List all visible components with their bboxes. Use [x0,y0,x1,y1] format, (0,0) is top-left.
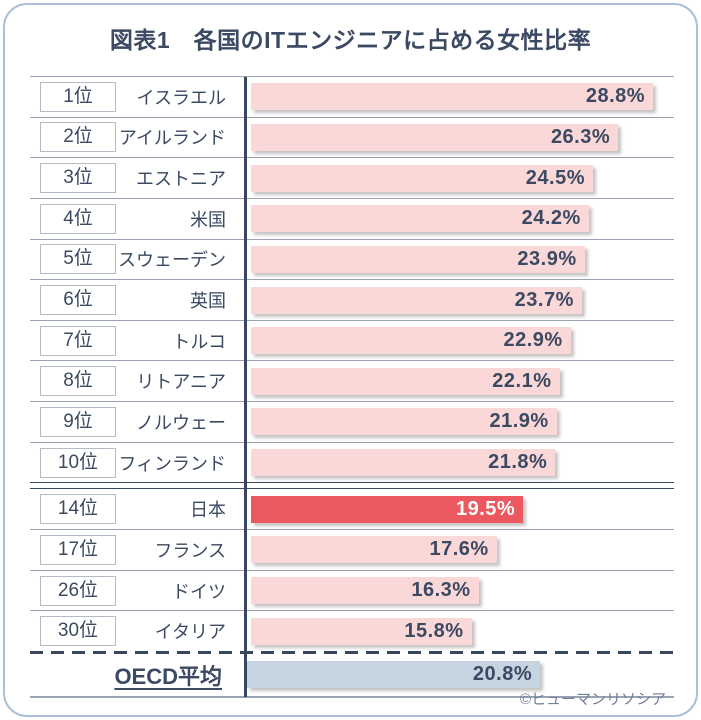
value-bar: 28.8% [251,83,654,111]
value-label: 26.3% [550,125,611,148]
table-row: 14位 日本 19.5% [30,489,674,531]
bar-area: 22.1% [238,361,674,401]
country-label: イスラエル [136,87,226,108]
country-label: 米国 [190,209,226,230]
chart-title: 図表1 各国のITエンジニアに占める女性比率 [109,27,592,53]
oecd-label: OECD平均 [114,663,222,689]
value-bar: 23.7% [251,286,582,314]
country-label: リトアニア [136,372,226,393]
country-label: フランス [154,540,226,561]
rank-badge: 1位 [40,81,116,112]
country-label: トルコ [172,331,226,352]
value-bar: 23.9% [251,245,585,273]
table-row: 30位 イタリア 15.8% [30,611,674,651]
value-label: 28.8% [585,85,646,108]
bar-area: 15.8% [238,611,674,651]
rank-badge: 4位 [40,203,116,234]
value-bar: 22.1% [251,367,560,395]
table-row: 7位 トルコ 22.9% [30,321,674,362]
rank-badge: 17位 [40,534,116,565]
value-label: 15.8% [404,619,464,642]
value-label: 22.1% [492,369,552,392]
rank-badge: 5位 [40,244,116,275]
bar-area: 23.7% [238,280,674,320]
value-bar: 21.9% [251,408,557,436]
bar-area: 19.5% [238,489,674,529]
dashed-divider [30,650,674,654]
country-label: アイルランド [118,128,226,149]
rank-badge: 7位 [40,325,116,356]
value-label: 24.5% [525,166,586,189]
rank-badge: 8位 [40,366,116,397]
bar-area: 26.3% [238,118,674,158]
double-divider [30,482,674,490]
value-label: 21.9% [489,410,549,433]
bar-area: 22.9% [238,321,674,361]
rank-badge: 26位 [40,575,116,606]
country-label: エストニア [136,169,226,190]
rank-badge: 6位 [40,285,116,316]
value-label: 16.3% [411,579,471,601]
rank-badge: 10位 [40,447,116,478]
country-label: イタリア [154,622,226,643]
country-label: スウェーデン [118,250,226,271]
rank-badge: 3位 [40,163,116,194]
ranking-table: 1位 イスラエル 28.8% 2位 アイルランド 26.3% 3位 エストニア … [30,76,674,698]
value-bar: 17.6% [251,536,497,564]
value-label: 23.7% [514,288,574,311]
value-label: 22.9% [503,329,563,352]
table-row: 9位 ノルウェー 21.9% [30,402,674,443]
value-bar: 24.2% [251,205,589,233]
value-bar: 22.9% [251,327,571,355]
table-row: 6位 英国 23.7% [30,280,674,321]
value-bar: 19.5% [251,495,524,523]
oecd-value-bar: 20.8% [247,661,541,689]
table-row: 10位 フィンランド 21.8% [30,443,674,483]
table-row: 26位 ドイツ 16.3% [30,571,674,612]
value-label: 23.9% [517,247,577,270]
value-label: 17.6% [429,538,489,561]
bar-area: 17.6% [238,530,674,570]
bar-area: 28.8% [238,77,674,117]
bar-area: 21.9% [238,402,674,442]
value-label: 19.5% [456,497,516,520]
table-row: 1位 イスラエル 28.8% [30,77,674,118]
value-label: 24.2% [521,207,581,230]
table-row: 17位 フランス 17.6% [30,530,674,571]
value-label: 21.8% [488,451,548,474]
rank-badge: 30位 [40,616,116,647]
country-label: 日本 [190,500,226,521]
table-row: 8位 リトアニア 22.1% [30,361,674,403]
value-bar: 15.8% [251,617,472,645]
copyright-credit: ©ヒューマンリソシア [519,691,666,708]
country-label: ドイツ [172,581,226,602]
table-row: 2位 アイルランド 26.3% [30,118,674,159]
value-bar: 21.8% [251,449,556,477]
bar-area: 16.3% [238,571,674,611]
bar-area: 24.2% [238,199,674,239]
rank-badge: 9位 [40,406,116,437]
country-label: フィンランド [118,453,226,474]
country-label: 英国 [190,291,226,312]
value-bar: 24.5% [251,164,594,192]
table-row: 5位 スウェーデン 23.9% [30,240,674,281]
rank-badge: 2位 [40,122,116,153]
country-label: ノルウェー [136,412,226,433]
table-row: 4位 米国 24.2% [30,199,674,240]
chart-card: 図表1 各国のITエンジニアに占める女性比率 1位 イスラエル 28.8% 2位… [3,3,698,717]
axis-line [244,77,247,697]
value-bar: 26.3% [251,123,619,151]
oecd-value-label: 20.8% [472,663,533,686]
table-row: 3位 エストニア 24.5% [30,158,674,199]
value-bar: 16.3% [251,577,479,604]
bar-area: 20.8% [234,654,674,696]
rank-badge: 14位 [40,494,116,525]
bar-area: 23.9% [238,240,674,280]
bar-area: 24.5% [238,158,674,198]
bar-area: 21.8% [238,443,674,483]
oecd-average-row: OECD平均 20.8% [30,654,674,697]
